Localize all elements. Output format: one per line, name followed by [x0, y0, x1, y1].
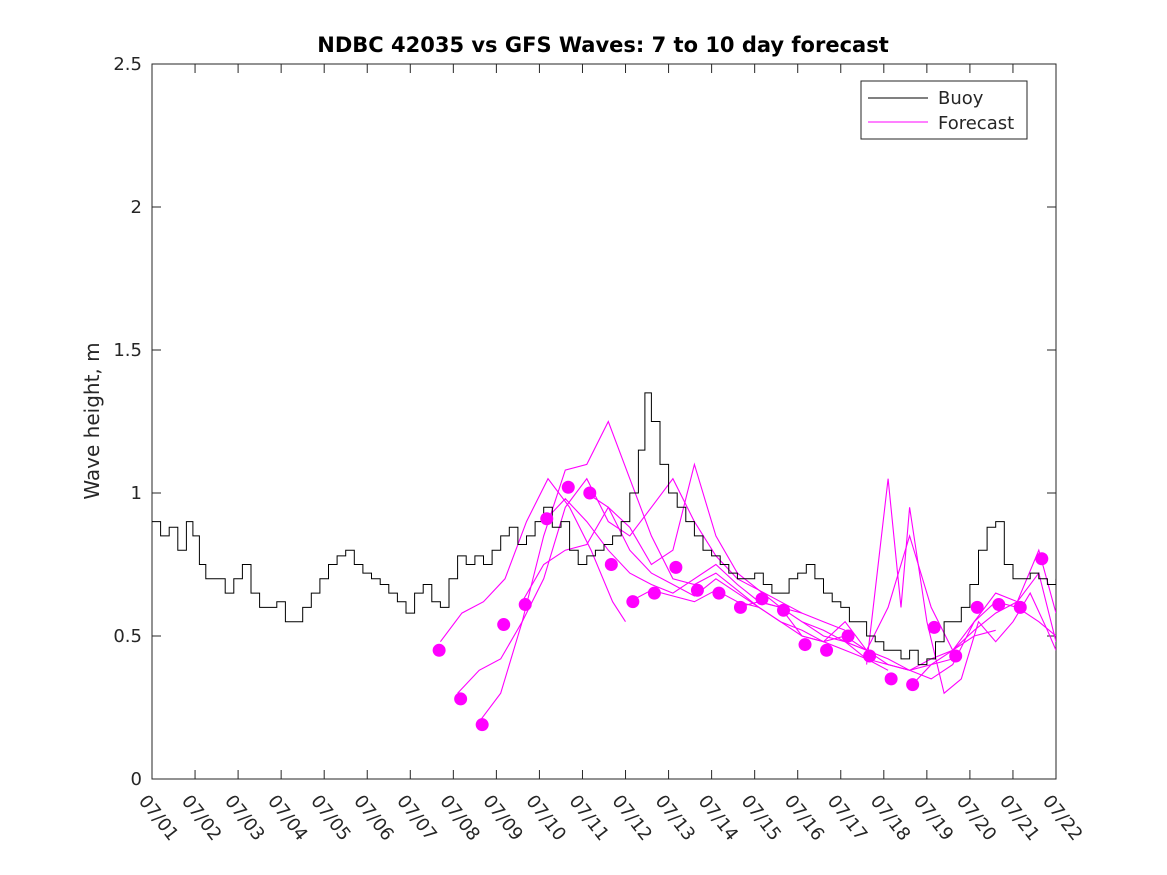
forecast-marker: [669, 560, 683, 574]
forecast-line: [737, 601, 1056, 680]
forecast-marker: [1035, 552, 1049, 566]
x-tick-label: 07/18: [866, 791, 914, 845]
x-tick-label: 07/22: [1038, 791, 1086, 845]
y-tick-label: 1: [131, 483, 142, 504]
legend-buoy-label: Buoy: [938, 88, 984, 109]
forecast-marker: [970, 600, 984, 614]
forecast-marker: [1013, 600, 1027, 614]
forecast-marker: [647, 586, 661, 600]
forecast-marker: [690, 583, 704, 597]
forecast-marker: [583, 486, 597, 500]
forecast-marker: [626, 595, 640, 609]
forecast-marker: [906, 678, 920, 692]
y-tick-label: 1.5: [113, 340, 142, 361]
x-tick-label: 07/13: [651, 791, 699, 845]
chart-title: NDBC 42035 vs GFS Waves: 7 to 10 day for…: [317, 33, 888, 57]
y-axis-label: Wave height, m: [80, 342, 104, 499]
forecast-marker: [561, 480, 575, 494]
forecast-marker: [820, 643, 834, 657]
forecast-marker: [454, 692, 468, 706]
forecast-line: [909, 548, 1056, 688]
x-tick-label: 07/08: [435, 791, 483, 845]
forecast-marker: [755, 592, 769, 606]
forecast-marker: [927, 620, 941, 634]
y-tick-label: 2.5: [113, 54, 142, 75]
x-tick-label: 07/12: [608, 791, 656, 845]
plot-area: 00.511.522.507/0107/0207/0307/0407/0507/…: [113, 54, 1086, 845]
forecast-line: [866, 478, 1056, 695]
x-tick-label: 07/07: [392, 791, 440, 845]
forecast-marker: [992, 598, 1006, 612]
x-tick-label: 07/19: [909, 791, 957, 845]
forecast-marker: [798, 638, 812, 652]
x-tick-label: 07/09: [478, 791, 526, 845]
forecast-marker: [497, 618, 511, 632]
y-tick-label: 0.5: [113, 626, 142, 647]
forecast-marker: [475, 718, 489, 732]
forecast-marker: [841, 629, 855, 643]
x-tick-label: 07/05: [306, 791, 354, 845]
x-tick-label: 07/20: [952, 791, 1000, 845]
x-tick-label: 07/04: [263, 791, 311, 845]
buoy-line: [152, 392, 1056, 666]
legend: Buoy Forecast: [860, 80, 1028, 140]
forecast-line: [457, 420, 760, 694]
forecast-marker: [540, 512, 554, 526]
forecast-line: [629, 589, 996, 671]
forecast-marker: [777, 603, 791, 617]
x-tick-label: 07/15: [737, 791, 785, 845]
x-tick-label: 07/16: [780, 791, 828, 845]
x-tick-label: 07/21: [995, 791, 1043, 845]
forecast-marker: [432, 643, 446, 657]
y-tick-label: 2: [131, 197, 142, 218]
y-tick-label: 0: [131, 769, 142, 790]
x-tick-label: 07/06: [349, 791, 397, 845]
forecast-marker: [712, 586, 726, 600]
x-tick-label: 07/02: [177, 791, 225, 845]
forecast-line: [439, 477, 626, 643]
forecast-marker: [863, 649, 877, 663]
forecast-line: [543, 497, 889, 671]
forecast-marker: [733, 600, 747, 614]
forecast-marker: [604, 558, 618, 571]
x-tick-label: 07/03: [220, 791, 268, 845]
x-tick-label: 07/01: [134, 791, 182, 845]
legend-box: [860, 80, 1028, 140]
x-tick-label: 07/14: [694, 791, 742, 845]
forecast-marker: [884, 672, 898, 686]
forecast-line: [801, 533, 1056, 652]
forecast-marker: [518, 598, 532, 612]
x-tick-label: 07/11: [565, 791, 613, 845]
legend-forecast-label: Forecast: [938, 113, 1014, 134]
forecast-line: [478, 477, 803, 723]
x-tick-label: 07/17: [823, 791, 871, 845]
axes-box: [151, 63, 1057, 780]
forecast-marker: [949, 649, 963, 663]
x-tick-label: 07/10: [521, 791, 569, 845]
